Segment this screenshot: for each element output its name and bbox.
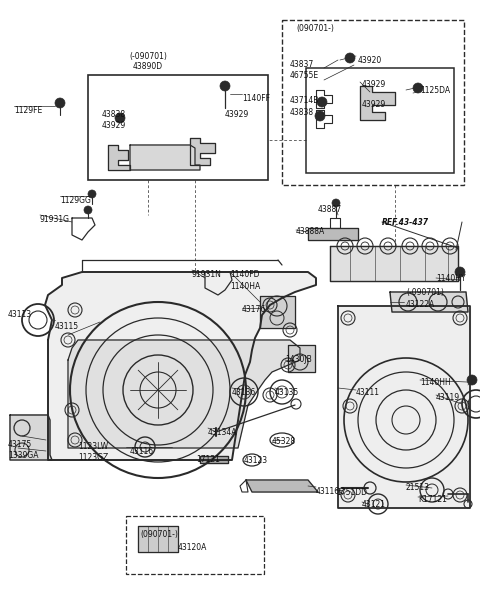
Polygon shape <box>200 456 228 463</box>
Circle shape <box>84 206 92 214</box>
Text: 91931N: 91931N <box>192 270 222 279</box>
Polygon shape <box>288 345 315 372</box>
Text: 43929: 43929 <box>102 121 126 130</box>
Text: 43176: 43176 <box>242 305 266 314</box>
Text: 1123LW: 1123LW <box>78 442 108 451</box>
Circle shape <box>467 375 477 385</box>
Text: 1140FD: 1140FD <box>230 270 260 279</box>
Text: (090701-): (090701-) <box>296 24 334 33</box>
Text: 1430JB: 1430JB <box>285 355 312 364</box>
Text: 43122A: 43122A <box>406 300 435 309</box>
Text: 43838: 43838 <box>102 110 126 119</box>
Polygon shape <box>308 228 358 240</box>
Text: 43119: 43119 <box>436 393 460 402</box>
Polygon shape <box>260 296 295 328</box>
Text: 1123GZ: 1123GZ <box>78 453 108 462</box>
Bar <box>282 20 464 185</box>
Text: 91931G: 91931G <box>40 215 70 224</box>
Polygon shape <box>108 145 130 170</box>
Text: 45328: 45328 <box>272 437 296 446</box>
Text: 43135: 43135 <box>275 388 299 397</box>
Text: 1140FF: 1140FF <box>242 94 270 103</box>
Polygon shape <box>130 145 200 170</box>
Text: 43123: 43123 <box>244 456 268 465</box>
Polygon shape <box>138 526 178 552</box>
Text: 43920: 43920 <box>358 56 382 65</box>
Text: 1140HH: 1140HH <box>420 378 451 387</box>
Text: (-090701): (-090701) <box>406 288 444 297</box>
Text: 21513: 21513 <box>406 483 430 492</box>
Circle shape <box>455 267 465 277</box>
Text: 17121: 17121 <box>196 455 220 464</box>
Text: 1129FE: 1129FE <box>14 106 42 115</box>
Text: 43714B: 43714B <box>290 96 319 105</box>
Text: (090701-): (090701-) <box>140 530 178 539</box>
Polygon shape <box>390 292 468 312</box>
Text: 43111: 43111 <box>356 388 380 397</box>
Text: 43136: 43136 <box>232 388 256 397</box>
Polygon shape <box>246 480 318 492</box>
Text: 1751DD: 1751DD <box>336 488 367 497</box>
Circle shape <box>88 190 96 198</box>
Polygon shape <box>360 86 395 120</box>
Circle shape <box>115 113 125 123</box>
Circle shape <box>220 81 230 91</box>
Text: REF.43-437: REF.43-437 <box>382 218 429 227</box>
Text: 43121: 43121 <box>362 500 386 509</box>
Text: 1140HA: 1140HA <box>230 282 260 291</box>
Text: 43887: 43887 <box>318 205 342 214</box>
Polygon shape <box>338 306 470 508</box>
Text: 43890D: 43890D <box>133 62 163 71</box>
Circle shape <box>332 199 340 207</box>
Text: 43115: 43115 <box>55 322 79 331</box>
Text: 43888A: 43888A <box>296 227 325 236</box>
Text: 43838: 43838 <box>290 108 314 117</box>
Circle shape <box>55 98 65 108</box>
Circle shape <box>317 97 327 107</box>
Text: 43113: 43113 <box>8 310 32 319</box>
Text: K17121: K17121 <box>418 495 447 504</box>
Text: 1129GG: 1129GG <box>60 196 91 205</box>
Text: 43134A: 43134A <box>208 428 238 437</box>
Text: 43120A: 43120A <box>178 543 207 552</box>
Text: 1140HY: 1140HY <box>436 274 466 283</box>
Bar <box>88 75 268 180</box>
Polygon shape <box>330 246 458 281</box>
Circle shape <box>413 83 423 93</box>
Text: 43116: 43116 <box>130 447 154 456</box>
Polygon shape <box>68 340 300 448</box>
Polygon shape <box>45 272 316 460</box>
Circle shape <box>315 111 325 121</box>
Bar <box>126 516 264 574</box>
Text: 43929: 43929 <box>362 100 386 109</box>
Text: 43929: 43929 <box>225 110 249 119</box>
Text: 43929: 43929 <box>362 80 386 89</box>
Polygon shape <box>190 138 215 165</box>
Text: 43837: 43837 <box>290 60 314 69</box>
Text: 43116C: 43116C <box>316 487 346 496</box>
Text: (-090701): (-090701) <box>129 52 167 61</box>
Bar <box>306 68 454 173</box>
Polygon shape <box>10 415 52 460</box>
Text: 1339GA: 1339GA <box>8 451 38 460</box>
Circle shape <box>345 53 355 63</box>
Text: 43175: 43175 <box>8 440 32 449</box>
Text: 1125DA: 1125DA <box>420 86 450 95</box>
Text: 46755E: 46755E <box>290 71 319 80</box>
